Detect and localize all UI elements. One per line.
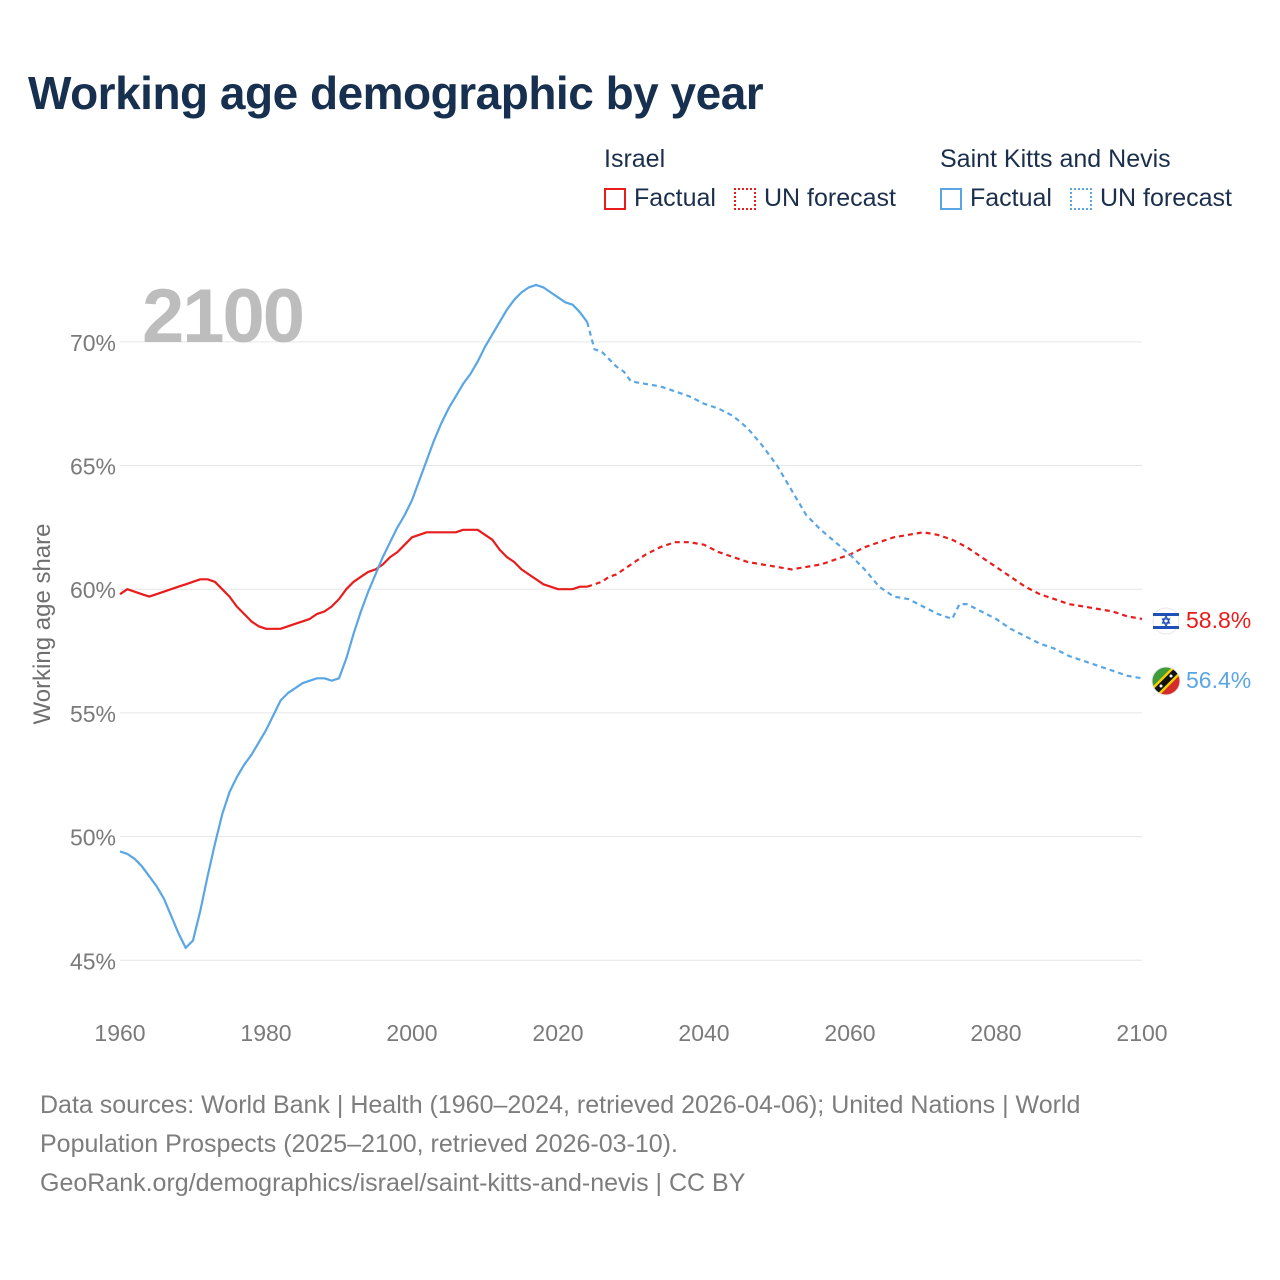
legend-israel-factual-label: Factual: [634, 184, 716, 212]
saint-kitts-and-nevis-forecast-line: [586, 321, 1143, 680]
y-tick-labels: 45% 50% 55% 60% 65% 70%: [70, 330, 116, 974]
legend-skn-forecast-swatch: [1069, 187, 1092, 210]
chart-title: Working age demographic by year: [28, 67, 764, 119]
legend-skn-forecast-label: UN forecast: [1099, 184, 1232, 212]
legend-skn-factual-swatch: [940, 187, 962, 210]
series-lines: [119, 283, 1143, 950]
israel-factual-line: [119, 528, 588, 630]
data-source-note: Data sources: World Bank | Health (1960–…: [40, 1086, 1160, 1203]
source-line-2[interactable]: GeoRank.org/demographics/israel/saint-ki…: [40, 1169, 746, 1197]
y-tick-label: 45%: [70, 948, 116, 974]
y-tick-label: 55%: [70, 701, 116, 727]
x-tick-label: 2060: [824, 1020, 875, 1046]
x-tick-label: 2080: [970, 1020, 1021, 1046]
legend-israel-forecast[interactable]: UN forecast: [733, 184, 896, 213]
y-tick-label: 65%: [70, 454, 116, 480]
saint-kitts-and-nevis-factual-line: [119, 283, 589, 950]
legend-israel-forecast-swatch: [733, 187, 756, 210]
line-chart: 2100 Working age share 45% 50% 55% 60% 65% 70…: [29, 274, 1251, 1046]
legend-skn-factual[interactable]: Factual: [940, 184, 1052, 213]
saint-kitts-and-nevis-flag-icon: [1151, 666, 1181, 696]
legend-skn-factual-label: Factual: [970, 184, 1052, 212]
year-watermark: 2100: [142, 274, 303, 359]
legend-israel: Israel Factual UN forecast: [604, 142, 896, 213]
legend-israel-name: Israel: [604, 145, 666, 173]
y-tick-label: 70%: [70, 330, 116, 356]
legend-saint-kitts-and-nevis: Saint Kitts and Nevis Factual UN forecas…: [940, 142, 1232, 213]
x-tick-label: 1960: [94, 1020, 145, 1046]
x-tick-label: 2020: [532, 1020, 583, 1046]
saint-kitts-and-nevis-end-label: 56.4%: [1186, 667, 1251, 693]
grid-lines: [120, 341, 1142, 961]
y-tick-label: 50%: [70, 825, 116, 851]
israel-flag-icon: [1152, 607, 1180, 635]
y-tick-label: 60%: [70, 577, 116, 603]
israel-forecast-line: [586, 531, 1143, 620]
x-tick-labels: 1960 1980 2000 2020 2040 2060 2080 2100: [94, 1020, 1167, 1046]
source-line-1: Data sources: World Bank | Health (1960–…: [40, 1091, 1081, 1158]
legend-israel-forecast-label: UN forecast: [763, 184, 896, 212]
legend-israel-factual[interactable]: Factual: [604, 184, 716, 213]
legend-skn-name: Saint Kitts and Nevis: [940, 145, 1171, 173]
israel-end-label: 58.8%: [1186, 607, 1251, 633]
legend-skn-forecast[interactable]: UN forecast: [1069, 184, 1232, 213]
legend-israel-factual-swatch: [604, 187, 626, 210]
x-tick-label: 2000: [386, 1020, 437, 1046]
x-tick-label: 2040: [678, 1020, 729, 1046]
y-axis-label: Working age share: [29, 524, 56, 725]
x-tick-label: 1980: [240, 1020, 291, 1046]
x-tick-label: 2100: [1116, 1020, 1167, 1046]
